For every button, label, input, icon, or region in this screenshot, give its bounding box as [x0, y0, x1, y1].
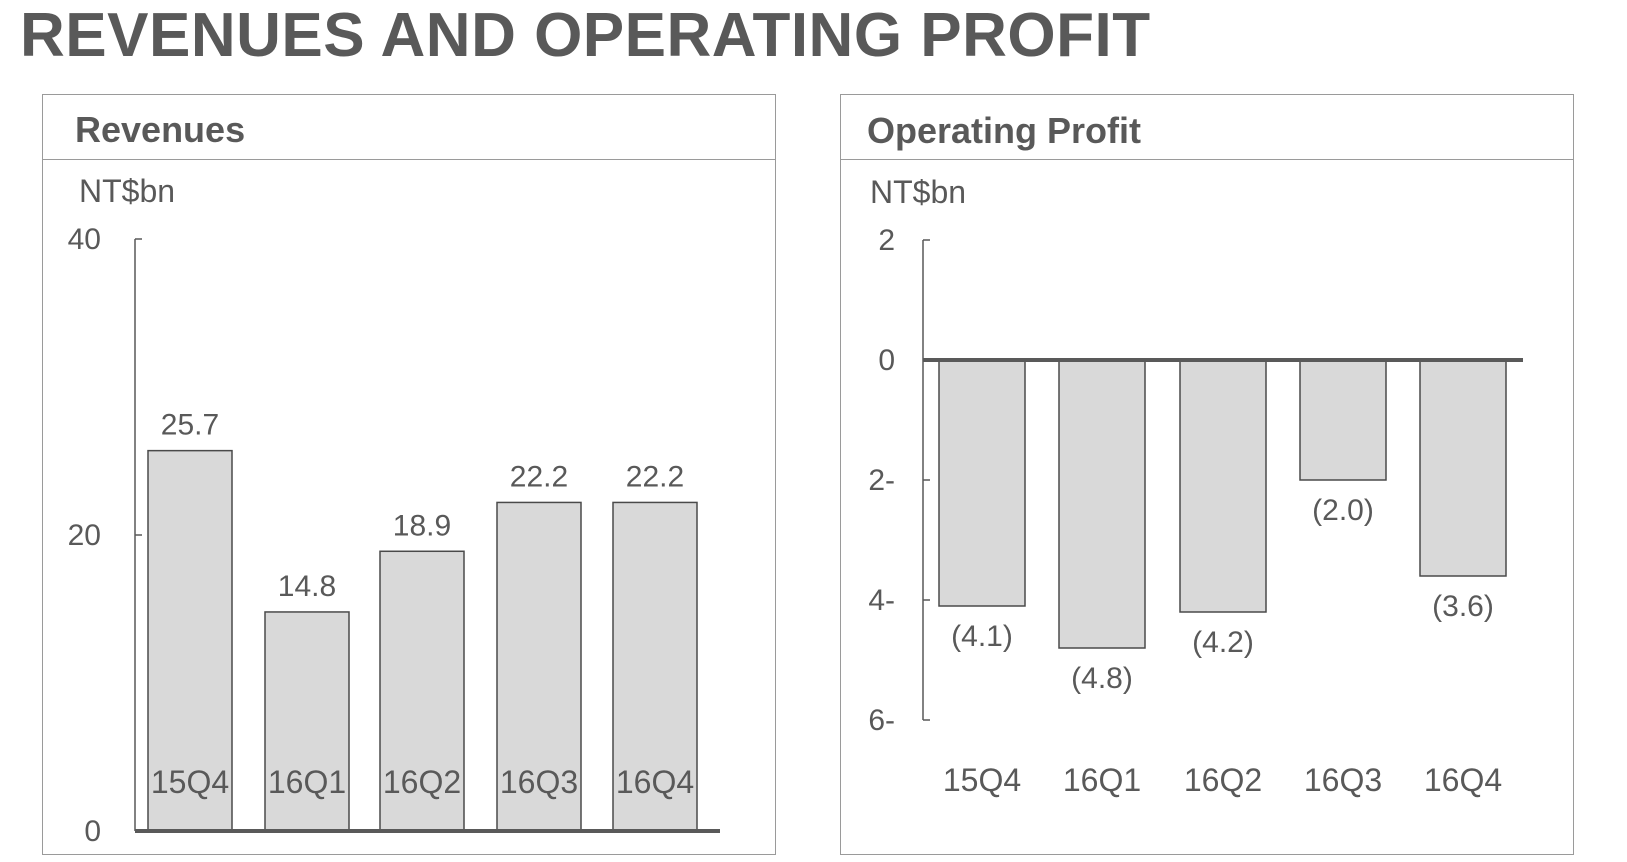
bar-value-label: (3.6)	[1432, 590, 1494, 623]
y-axis-tick-label: 20	[68, 519, 101, 552]
y-axis-unit-label: NT$bn	[870, 174, 966, 210]
bar	[1058, 359, 1146, 649]
revenues-chart: NT$bn 0 20 40 25.7 15Q4 14.8 16Q1 18.9 16Q2 22.2 16…	[68, 173, 720, 848]
bar	[147, 449, 233, 832]
bar-value-label: (4.1)	[951, 620, 1013, 653]
y-axis-tick-label: 2-	[868, 464, 895, 497]
bar	[1419, 359, 1507, 577]
bar-value-label: 14.8	[278, 570, 336, 603]
x-axis-category-label: 16Q4	[616, 764, 694, 800]
bar	[1299, 359, 1387, 481]
bar	[1179, 359, 1267, 613]
revenues-panel-header: Revenues	[43, 95, 775, 160]
bar-value-label: 25.7	[161, 409, 219, 442]
operating-profit-chart-title: Operating Profit	[867, 110, 1142, 151]
x-axis-category-label: 16Q2	[383, 764, 461, 800]
bar-value-label: (4.2)	[1192, 626, 1254, 659]
y-axis-tick-label: 0	[84, 815, 101, 848]
page-title: REVENUES AND OPERATING PROFIT	[20, 1, 1151, 70]
y-axis-tick-label: 0	[878, 344, 895, 377]
y-axis-tick-label: 2	[878, 224, 895, 257]
x-axis-category-label: 16Q1	[268, 764, 346, 800]
bar-value-label: 22.2	[626, 460, 684, 493]
bar-value-label: (2.0)	[1312, 494, 1374, 527]
operating-profit-chart: NT$bn 2 0 2- 4- 6- (4.1) 15Q4 (4.8) 16Q1 (4.2) 16Q2…	[868, 174, 1523, 798]
bar-value-label: 18.9	[393, 509, 451, 542]
y-axis-tick-label: 40	[68, 223, 101, 256]
operating-profit-panel-header: Operating Profit	[841, 95, 1573, 160]
bar	[264, 611, 350, 832]
x-axis-category-label: 16Q3	[1304, 762, 1382, 798]
operating-profit-panel: Operating Profit NT$bn 2 0 2- 4- 6- (4.1) 15Q4 (…	[840, 94, 1574, 855]
x-axis-category-label: 16Q4	[1424, 762, 1502, 798]
bar-value-label: 22.2	[510, 460, 568, 493]
x-axis-category-label: 16Q3	[500, 764, 578, 800]
y-axis-tick-label: 4-	[868, 584, 895, 617]
x-axis-category-label: 16Q1	[1063, 762, 1141, 798]
y-axis-tick-label: 6-	[868, 704, 895, 737]
revenues-chart-title: Revenues	[75, 109, 246, 150]
revenues-panel: Revenues NT$bn 0 20 40 25.7 15Q4 14.8 16Q1 18.9 1…	[42, 94, 776, 855]
bar	[938, 359, 1026, 607]
y-axis-unit-label: NT$bn	[79, 173, 175, 209]
x-axis-category-label: 15Q4	[151, 764, 229, 800]
bar-value-label: (4.8)	[1071, 662, 1133, 695]
x-axis-category-label: 15Q4	[943, 762, 1021, 798]
x-axis-category-label: 16Q2	[1184, 762, 1262, 798]
bar	[379, 550, 465, 832]
